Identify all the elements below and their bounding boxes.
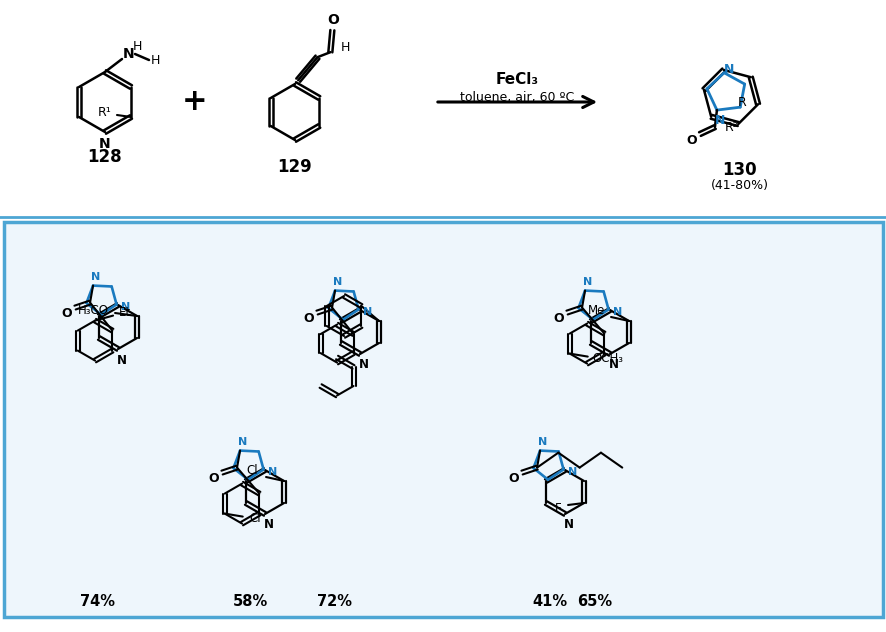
Text: 65%: 65%	[577, 595, 612, 609]
Text: 58%: 58%	[232, 595, 268, 609]
Text: N: N	[609, 358, 618, 372]
Text: R: R	[737, 95, 746, 109]
Text: 129: 129	[277, 158, 312, 176]
Text: N: N	[123, 47, 135, 61]
Text: H₃CO: H₃CO	[77, 303, 108, 317]
Text: Cl: Cl	[249, 512, 260, 525]
Text: 130: 130	[722, 161, 757, 179]
Text: N: N	[117, 353, 127, 367]
Text: 72%: 72%	[317, 595, 352, 609]
Text: H: H	[150, 54, 159, 66]
Text: OCH₃: OCH₃	[592, 352, 623, 365]
Text: N: N	[538, 437, 547, 447]
Text: toluene, air, 60 ºC: toluene, air, 60 ºC	[459, 90, 573, 104]
Text: N: N	[333, 277, 342, 286]
Text: 128: 128	[88, 148, 122, 166]
Text: O: O	[327, 13, 339, 27]
Text: N: N	[723, 63, 734, 76]
Text: N: N	[359, 358, 369, 372]
Text: O: O	[553, 312, 563, 325]
Text: R¹: R¹	[98, 106, 112, 119]
Text: H: H	[340, 40, 350, 54]
Text: N: N	[567, 468, 577, 477]
Text: N: N	[612, 307, 621, 317]
Text: +: +	[182, 87, 207, 116]
Text: O: O	[509, 472, 519, 485]
Text: N: N	[120, 303, 130, 312]
Text: 41%: 41%	[532, 595, 567, 609]
Text: O: O	[686, 133, 696, 147]
Text: N: N	[583, 277, 592, 286]
Text: N: N	[563, 518, 573, 532]
Text: O: O	[303, 312, 314, 325]
Text: N: N	[91, 272, 101, 282]
Text: N: N	[268, 468, 276, 477]
Text: FeCl₃: FeCl₃	[495, 73, 538, 87]
Text: Cl: Cl	[246, 465, 258, 478]
Text: O: O	[208, 472, 219, 485]
Text: N: N	[264, 518, 274, 532]
Text: R²: R²	[724, 121, 738, 133]
Text: N: N	[362, 307, 372, 317]
Text: O: O	[62, 307, 73, 320]
Text: N: N	[99, 137, 111, 151]
Text: H: H	[132, 39, 142, 52]
Text: Me: Me	[587, 305, 605, 317]
Text: 74%: 74%	[81, 595, 115, 609]
Text: Et: Et	[119, 306, 131, 319]
Text: N: N	[714, 114, 724, 126]
Text: F: F	[554, 502, 561, 516]
Text: N: N	[238, 437, 247, 447]
Text: (41-80%): (41-80%)	[711, 179, 768, 193]
Bar	[4, 222, 882, 617]
